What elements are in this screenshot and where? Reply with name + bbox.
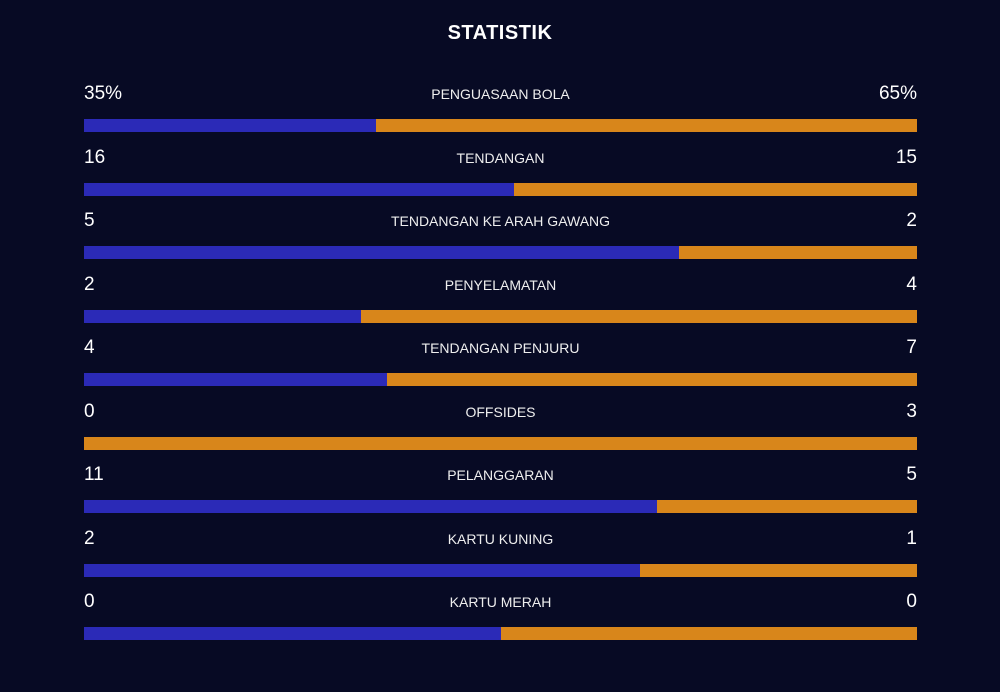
away-value: 65% xyxy=(878,83,917,104)
comparison-bar xyxy=(84,119,917,132)
stat-label: OFFSIDES xyxy=(465,403,536,420)
stat-row-header: KARTU KUNING 2 1 xyxy=(84,525,917,553)
away-bar-segment xyxy=(84,436,917,450)
away-bar-segment xyxy=(639,563,917,577)
stat-row: PENGUASAAN BOLA 35% 65% xyxy=(84,80,917,144)
stat-row: TENDANGAN KE ARAH GAWANG 5 2 xyxy=(84,207,917,271)
home-bar-segment xyxy=(84,246,679,259)
stat-row: PENYELAMATAN 2 4 xyxy=(84,271,917,335)
away-value: 5 xyxy=(906,464,917,485)
stat-label: PENYELAMATAN xyxy=(444,276,557,293)
comparison-bar xyxy=(84,373,917,386)
page-title: STATISTIK xyxy=(447,22,553,44)
stat-row: TENDANGAN PENJURU 4 7 xyxy=(84,334,917,398)
away-bar-segment xyxy=(513,182,917,196)
home-value: 2 xyxy=(84,527,95,549)
stats-list: PENGUASAAN BOLA 35% 65% TENDANGAN 16 15 TENDAN… xyxy=(84,80,917,652)
stat-label: TENDANGAN KE ARAH GAWANG xyxy=(390,213,611,229)
stat-label: PELANGGARAN xyxy=(447,467,554,483)
home-value: 5 xyxy=(84,210,95,231)
home-bar-segment xyxy=(84,627,501,640)
stat-row-header: PENGUASAAN BOLA 35% 65% xyxy=(84,80,917,108)
stat-row: OFFSIDES 0 3 xyxy=(84,398,917,462)
home-value: 16 xyxy=(84,146,106,168)
home-bar-segment xyxy=(84,182,514,196)
home-value: 0 xyxy=(84,591,95,612)
stat-row: KARTU KUNING 2 1 xyxy=(84,525,917,589)
stat-row: KARTU MERAH 0 0 xyxy=(84,588,917,652)
away-bar-segment xyxy=(657,500,917,513)
away-value: 15 xyxy=(895,146,917,168)
stat-row-header: TENDANGAN 16 15 xyxy=(84,144,917,172)
away-value: 1 xyxy=(906,527,917,549)
stat-label: PENGUASAAN BOLA xyxy=(431,86,570,102)
away-value: 7 xyxy=(906,337,917,358)
away-bar-segment xyxy=(678,246,917,259)
home-bar-segment xyxy=(84,119,376,132)
comparison-bar xyxy=(84,246,917,259)
stat-label: KARTU KUNING xyxy=(447,530,554,547)
comparison-bar xyxy=(84,309,917,323)
stat-row-header: OFFSIDES 0 3 xyxy=(84,398,917,426)
home-value: 0 xyxy=(84,400,95,422)
home-bar-segment xyxy=(84,563,640,577)
comparison-bar xyxy=(84,563,917,577)
stat-label: KARTU MERAH xyxy=(449,594,552,610)
stat-label: TENDANGAN xyxy=(456,149,545,166)
stat-row: TENDANGAN 16 15 xyxy=(84,144,917,208)
home-bar-segment xyxy=(84,500,658,513)
home-value: 35% xyxy=(84,83,123,104)
home-bar-segment xyxy=(84,309,362,323)
away-value: 4 xyxy=(906,273,917,295)
away-bar-segment xyxy=(375,119,917,132)
home-value: 2 xyxy=(84,273,95,295)
comparison-bar xyxy=(84,182,917,196)
comparison-bar xyxy=(84,627,917,640)
away-value: 3 xyxy=(906,400,917,422)
home-value: 4 xyxy=(84,337,95,358)
away-bar-segment xyxy=(361,309,917,323)
comparison-bar xyxy=(84,436,917,450)
stat-row-header: PELANGGARAN 11 5 xyxy=(84,461,917,489)
stat-row-header: KARTU MERAH 0 0 xyxy=(84,588,917,616)
away-value: 0 xyxy=(906,591,917,612)
stat-row-header: TENDANGAN PENJURU 4 7 xyxy=(84,334,917,362)
away-bar-segment xyxy=(387,373,917,386)
stat-row-header: TENDANGAN KE ARAH GAWANG 5 2 xyxy=(84,207,917,235)
stat-row-header: PENYELAMATAN 2 4 xyxy=(84,271,917,299)
stat-row: PELANGGARAN 11 5 xyxy=(84,461,917,525)
away-value: 2 xyxy=(906,210,917,231)
comparison-bar xyxy=(84,500,917,513)
home-value: 11 xyxy=(84,464,104,485)
away-bar-segment xyxy=(500,627,917,640)
home-bar-segment xyxy=(84,373,388,386)
stat-label: TENDANGAN PENJURU xyxy=(421,340,580,356)
